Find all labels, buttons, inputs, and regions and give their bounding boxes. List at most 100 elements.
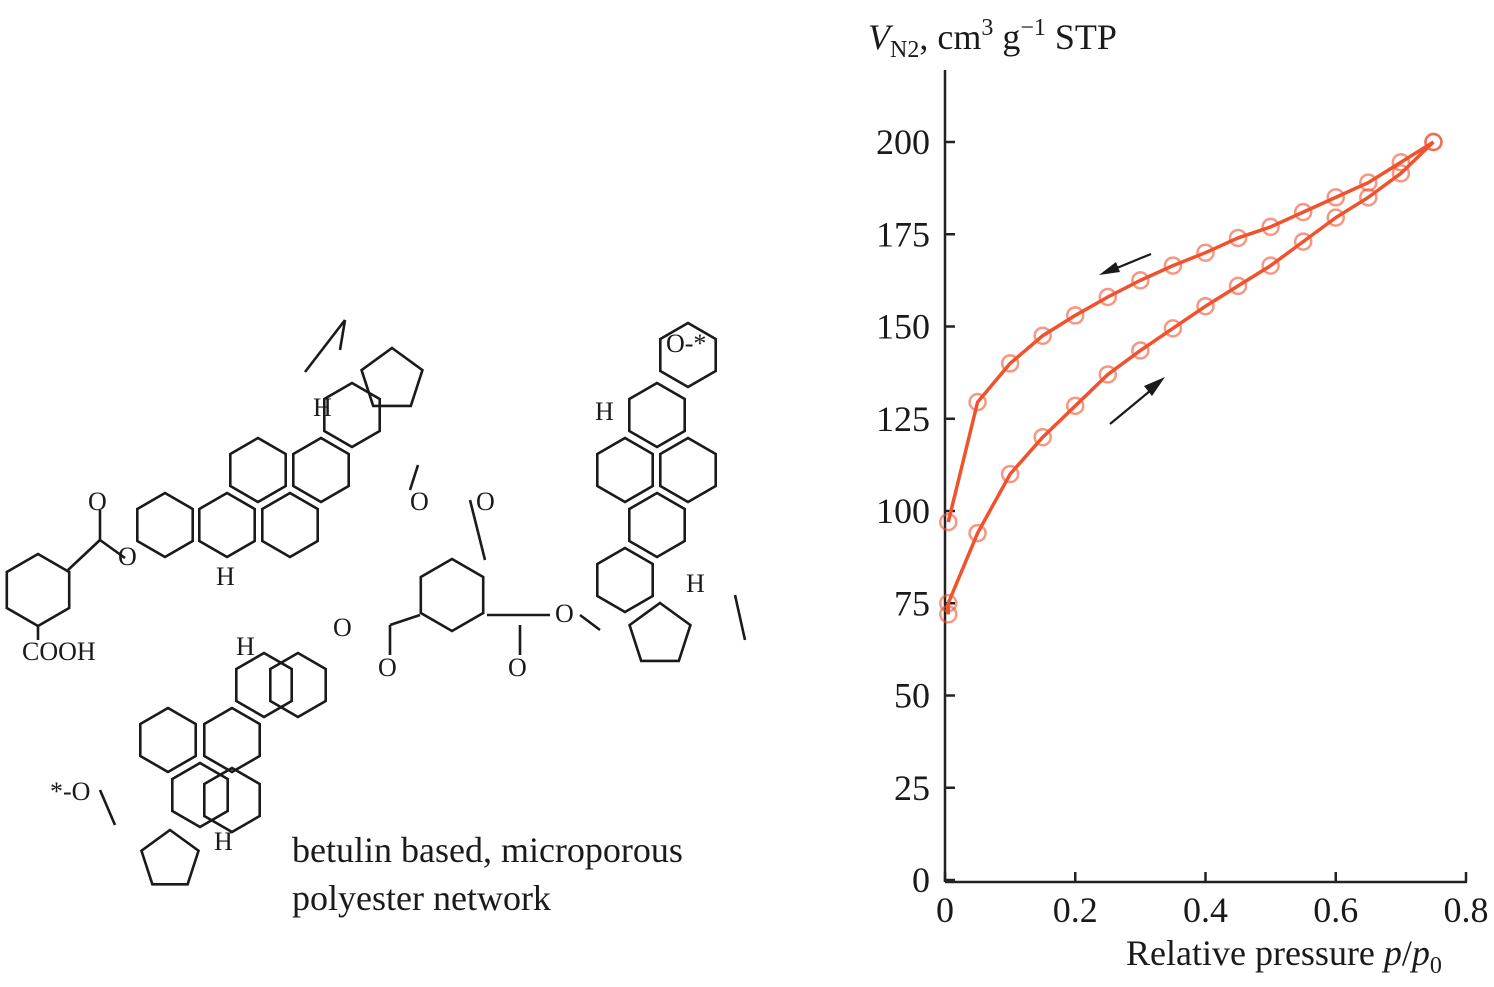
bond: [98, 789, 117, 826]
x-tick-label: 0: [936, 890, 954, 930]
ring: [139, 828, 201, 886]
data-point: [1131, 341, 1150, 360]
x-tick-label: 0.2: [1053, 890, 1098, 930]
structure-caption: betulin based, microporous polyester net…: [292, 826, 683, 922]
data-point: [1196, 296, 1215, 316]
ring: [5, 552, 71, 628]
ring: [595, 546, 655, 614]
data-point: [968, 523, 987, 543]
data-point: [1293, 232, 1313, 251]
isotherm-chart: 0 25 50 75 100 125 150 175 200 0 0.2 0.4 0.6 0.8 VN2…: [868, 15, 1489, 979]
ring: [658, 436, 718, 504]
data-point: [1326, 188, 1345, 207]
caption-line-2: polyester network: [292, 878, 551, 918]
chemical-structure: [5, 319, 747, 886]
x-tick-label: 0.8: [1444, 890, 1489, 930]
data-point: [1293, 202, 1313, 222]
bond: [733, 594, 747, 641]
data-point: [1261, 217, 1280, 237]
data-point: [1163, 256, 1183, 275]
data-point: [1228, 276, 1248, 296]
data-point: [1261, 256, 1280, 275]
data-point: [1033, 326, 1052, 345]
y-tick-label: 125: [876, 399, 930, 439]
atom-h: H: [214, 827, 233, 856]
bond: [99, 538, 126, 560]
atom-cooh: COOH: [22, 637, 96, 666]
atom-o: O: [118, 542, 137, 571]
ring: [322, 381, 382, 449]
ring: [235, 651, 294, 719]
ring: [139, 706, 197, 774]
bond: [408, 464, 420, 491]
ring: [628, 601, 692, 663]
atom-o: O: [410, 487, 429, 516]
atom-o: O: [476, 487, 495, 516]
data-point: [1196, 243, 1215, 262]
ring: [203, 706, 262, 774]
bond: [579, 613, 601, 632]
data-point: [1066, 306, 1085, 325]
ring: [419, 557, 485, 633]
structure-labels: COOH O O H H O O O O O O H *-O H O-* H H: [22, 329, 706, 856]
data-point: [1066, 396, 1085, 416]
data-point: [1000, 464, 1020, 484]
desorption-line: [946, 140, 1435, 523]
x-tick-label: 0.4: [1183, 890, 1228, 930]
data-point: [939, 594, 958, 613]
adsorption-line: [946, 140, 1435, 615]
atom-o: O: [508, 653, 527, 682]
bond: [468, 499, 487, 561]
desorption-arrow: [1099, 252, 1152, 275]
data-point: [1098, 365, 1118, 384]
y-tick-label: 175: [876, 214, 930, 254]
ring: [268, 651, 328, 719]
atom-o: O: [378, 653, 397, 682]
data-point: [1131, 271, 1150, 290]
ring: [627, 381, 687, 449]
data-point: [1033, 427, 1052, 447]
y-axis-label: VN2, cm3 g−1 STP: [868, 15, 1117, 63]
data-point: [1391, 164, 1411, 183]
ring: [260, 491, 320, 559]
y-tick-label: 150: [876, 307, 930, 347]
y-tick-label: 200: [876, 122, 930, 162]
atom-o-star: O-*: [666, 329, 706, 358]
y-tick-label: 25: [894, 768, 930, 808]
ring: [136, 491, 194, 559]
y-tick-label: 75: [894, 583, 930, 623]
ring: [627, 491, 687, 559]
atom-star-o: *-O: [50, 777, 90, 806]
atom-h: H: [313, 393, 332, 422]
ring: [229, 436, 288, 504]
data-point: [1098, 287, 1118, 307]
ring: [171, 761, 229, 829]
ring: [658, 321, 718, 389]
data-point: [1163, 319, 1183, 338]
y-tick-label: 0: [912, 860, 930, 900]
atom-h: H: [236, 632, 255, 661]
data-point: [1359, 173, 1378, 192]
data-point: [968, 392, 987, 412]
bond: [389, 613, 421, 627]
data-point: [1228, 228, 1248, 248]
atom-o: O: [88, 487, 107, 516]
ring: [203, 766, 262, 834]
x-axis-label: Relative pressure p/p0: [1126, 933, 1442, 979]
data-point: [1424, 132, 1443, 152]
data-point: [1326, 208, 1345, 227]
bond: [303, 319, 347, 373]
atom-o: O: [333, 613, 352, 642]
data-point: [939, 605, 958, 624]
atom-h: H: [595, 397, 614, 426]
ring: [360, 346, 424, 408]
y-tick-label: 100: [876, 491, 930, 531]
atom-h: H: [216, 562, 235, 591]
bond: [338, 319, 347, 351]
y-tick-label: 50: [894, 676, 930, 716]
data-point: [939, 512, 958, 532]
data-point: [1391, 153, 1411, 172]
x-tick-label: 0.6: [1313, 890, 1358, 930]
adsorption-arrow: [1109, 377, 1165, 425]
